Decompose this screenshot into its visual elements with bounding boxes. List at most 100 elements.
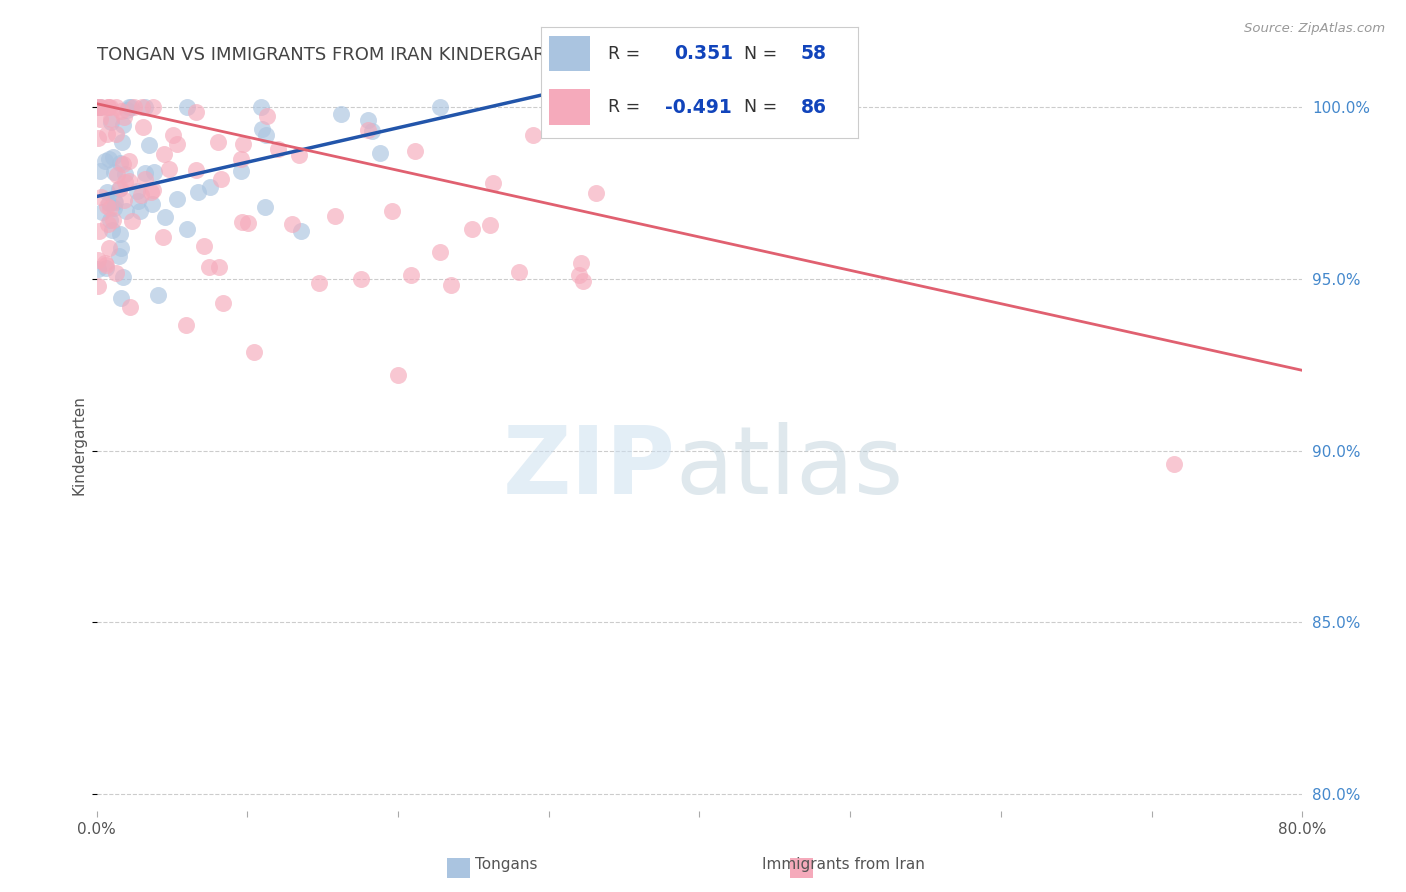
Point — [89, 100, 111, 114]
Point — [198, 180, 221, 194]
Point — [568, 268, 591, 282]
Point — [357, 113, 380, 128]
Point — [114, 175, 136, 189]
Point — [97, 241, 120, 255]
Point — [96, 198, 118, 212]
Point — [112, 110, 135, 124]
Point — [90, 190, 112, 204]
Point — [111, 270, 134, 285]
Point — [198, 260, 221, 275]
Point — [461, 222, 484, 236]
Point — [134, 166, 156, 180]
Y-axis label: Kindergarten: Kindergarten — [72, 396, 86, 495]
Text: N =: N = — [744, 98, 778, 116]
Point — [399, 268, 422, 282]
Point — [97, 100, 120, 114]
Point — [308, 277, 330, 291]
Point — [118, 174, 141, 188]
Point — [129, 187, 152, 202]
Point — [361, 124, 384, 138]
Point — [87, 131, 110, 145]
Point — [103, 201, 125, 215]
Point — [387, 368, 409, 382]
Point — [108, 249, 131, 263]
Point — [97, 152, 120, 166]
Point — [105, 168, 128, 182]
Point — [253, 200, 276, 214]
Text: TONGAN VS IMMIGRANTS FROM IRAN KINDERGARTEN CORRELATION CHART: TONGAN VS IMMIGRANTS FROM IRAN KINDERGAR… — [97, 46, 780, 64]
Point — [89, 100, 111, 114]
FancyBboxPatch shape — [550, 89, 591, 125]
Text: R =: R = — [607, 98, 640, 116]
Point — [114, 167, 136, 181]
Point — [127, 194, 149, 208]
Point — [87, 100, 110, 114]
Point — [115, 103, 138, 117]
Point — [91, 204, 114, 219]
Point — [103, 150, 125, 164]
Point — [290, 223, 312, 237]
Point — [97, 196, 120, 211]
Point — [139, 186, 162, 200]
Point — [522, 128, 544, 142]
Point — [128, 203, 150, 218]
Point — [572, 274, 595, 288]
Point — [98, 201, 121, 215]
Point — [101, 223, 124, 237]
Point — [166, 136, 188, 151]
Point — [87, 224, 110, 238]
Point — [569, 256, 592, 270]
Point — [266, 142, 288, 156]
Point — [138, 137, 160, 152]
Point — [115, 204, 138, 219]
Point — [103, 165, 125, 179]
Point — [98, 212, 121, 227]
Point — [186, 162, 208, 177]
Point — [478, 218, 501, 232]
Point — [207, 135, 229, 149]
Point — [142, 100, 165, 114]
Text: 86: 86 — [801, 97, 827, 117]
Point — [131, 100, 153, 114]
Point — [87, 261, 110, 276]
Point — [96, 127, 118, 141]
Point — [208, 260, 231, 275]
Point — [103, 194, 125, 208]
Text: ZIP: ZIP — [502, 422, 675, 514]
Point — [482, 176, 505, 190]
Point — [323, 209, 346, 223]
Point — [134, 100, 156, 114]
Point — [105, 266, 128, 280]
Point — [132, 120, 155, 134]
Text: Immigrants from Iran: Immigrants from Iran — [762, 857, 925, 872]
Point — [368, 146, 391, 161]
Point — [100, 115, 122, 129]
Point — [94, 153, 117, 168]
Point — [121, 213, 143, 227]
Point — [142, 183, 165, 197]
Point — [153, 146, 176, 161]
Point — [1163, 458, 1185, 472]
Point — [176, 221, 198, 235]
Point — [134, 171, 156, 186]
Point — [176, 100, 198, 114]
Point — [98, 100, 121, 114]
Point — [429, 245, 451, 260]
Point — [104, 194, 127, 209]
Point — [330, 106, 353, 120]
Point — [97, 100, 120, 114]
Point — [89, 164, 111, 178]
Point — [429, 100, 451, 114]
Text: Tongans: Tongans — [475, 857, 537, 872]
Point — [250, 100, 273, 114]
Point — [100, 112, 122, 127]
Point — [254, 128, 277, 142]
Point — [256, 109, 278, 123]
Text: 0.351: 0.351 — [675, 44, 733, 63]
Point — [103, 213, 125, 227]
Point — [118, 153, 141, 168]
Text: Source: ZipAtlas.com: Source: ZipAtlas.com — [1244, 22, 1385, 36]
Point — [118, 100, 141, 114]
Point — [280, 217, 302, 231]
Point — [120, 100, 142, 114]
